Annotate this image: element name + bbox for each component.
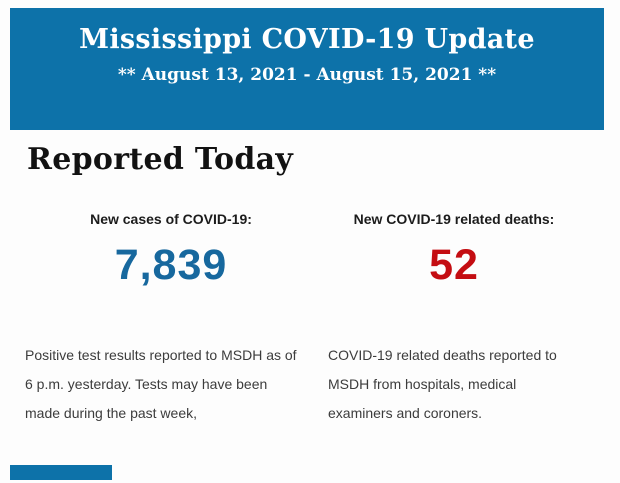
new-cases-description: Positive test results reported to MSDH a…	[25, 347, 297, 421]
date-range-subtitle: ** August 13, 2021 - August 15, 2021 **	[117, 65, 497, 85]
header-banner: Mississippi COVID-19 Update ** August 13…	[10, 8, 604, 130]
new-deaths-value: 52	[429, 241, 479, 289]
new-cases-label: New cases of COVID-19:	[90, 211, 252, 227]
partial-next-banner	[10, 465, 112, 480]
new-deaths-label: New COVID-19 related deaths:	[353, 211, 555, 227]
new-cases-value: 7,839	[114, 241, 228, 289]
page-title: Mississippi COVID-19 Update	[79, 24, 535, 55]
section-heading: Reported Today	[27, 142, 294, 177]
new-deaths-description: COVID-19 related deaths reported to MSDH…	[328, 347, 557, 421]
